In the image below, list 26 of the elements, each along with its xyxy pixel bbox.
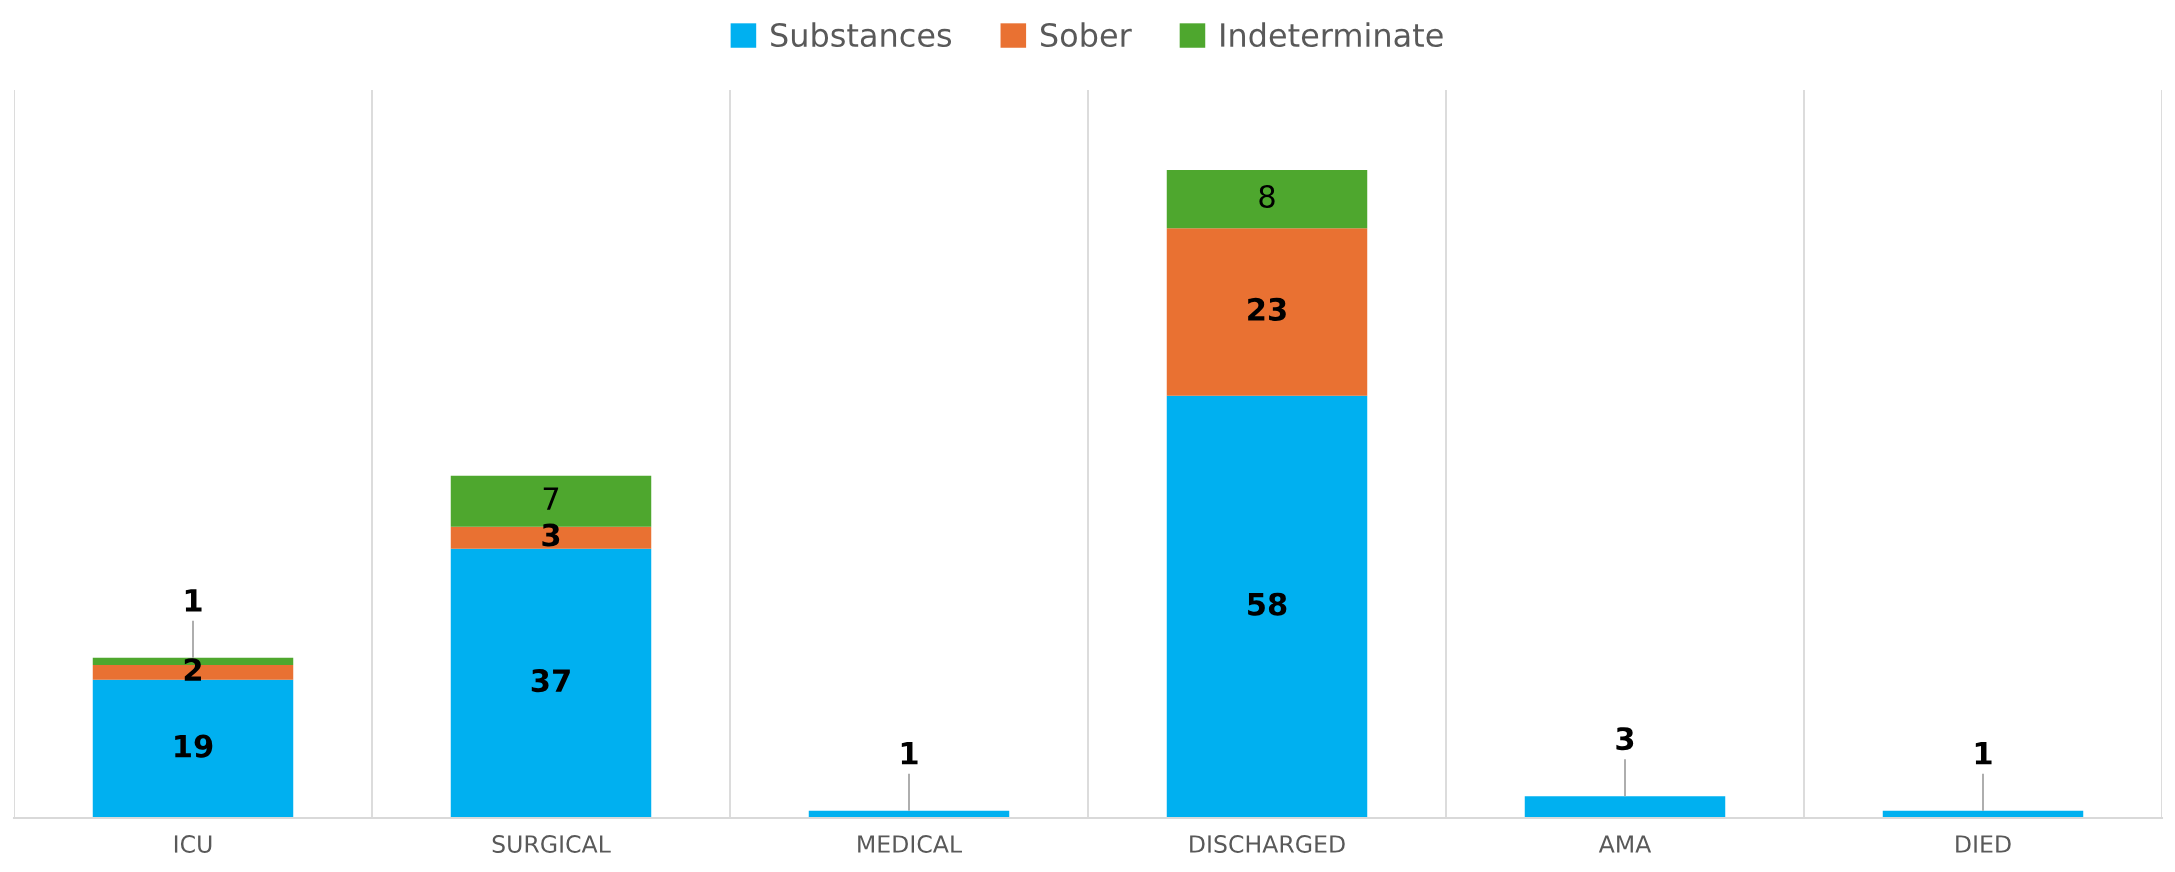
bar xyxy=(450,548,652,818)
x-tick-label: DISCHARGED xyxy=(1190,835,1345,853)
data-label: 23 xyxy=(1248,297,1286,321)
x-tick-label: ICU xyxy=(174,835,212,853)
data-label: 3 xyxy=(1616,727,1634,751)
data-label: 7 xyxy=(543,487,559,510)
legend-label: Substances xyxy=(771,22,952,48)
x-tick-label: MEDICAL xyxy=(858,835,962,853)
legend-label: Sober xyxy=(1040,22,1132,48)
data-label: 19 xyxy=(175,734,213,758)
data-label: 37 xyxy=(531,669,570,693)
bar xyxy=(1166,228,1368,396)
legend-label: Indeterminate xyxy=(1221,22,1443,48)
x-tick-label: AMA xyxy=(1598,835,1652,853)
bar xyxy=(92,679,294,818)
data-label: 58 xyxy=(1248,592,1287,616)
data-label: 8 xyxy=(1259,184,1275,209)
data-label: 1 xyxy=(185,589,202,612)
x-tick-label: SURGICAL xyxy=(492,835,611,853)
data-label: 3 xyxy=(542,523,560,547)
data-label: 1 xyxy=(901,742,918,765)
data-label: 1 xyxy=(1975,742,1992,765)
bar xyxy=(1524,796,1726,818)
bar xyxy=(1166,170,1368,229)
bar xyxy=(1166,395,1368,818)
x-tick-label: DIED xyxy=(1956,835,2011,853)
